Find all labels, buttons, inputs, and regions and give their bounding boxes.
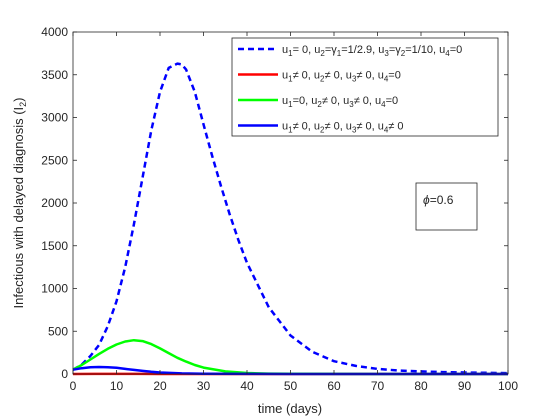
x-axis-ticks: 0 10 20 30 40 50 60 70 80 90 100: [70, 32, 518, 393]
x-tick-label: 100: [498, 379, 518, 393]
series-line-s1: [72, 62, 509, 375]
x-tick-label: 90: [458, 379, 472, 393]
phi-annotation-text: ϕ=0.6: [423, 193, 454, 207]
x-tick-label: 0: [70, 379, 77, 393]
x-tick-label: 70: [371, 379, 385, 393]
legend-entries: u1= 0, u2=γ1=1/2.9, u3=γ2=1/10, u4=0 u1≠ …: [238, 44, 462, 135]
x-tick-label: 20: [153, 379, 167, 393]
y-tick-label: 1000: [41, 282, 68, 296]
y-tick-label: 500: [48, 324, 68, 338]
y-tick-label: 4000: [41, 25, 68, 39]
y-axis-label-suffix: ): [11, 98, 26, 102]
x-tick-label: 80: [414, 379, 428, 393]
phi-symbol: ϕ: [423, 193, 430, 207]
y-tick-label: 2500: [41, 153, 68, 167]
phi-value: =0.6: [430, 193, 454, 207]
x-tick-label: 30: [197, 379, 211, 393]
y-axis-label-sub: 2: [18, 102, 28, 107]
legend-label-s3: u1=0, u2≠ 0, u3≠ 0, u4=0: [282, 95, 398, 109]
y-axis-ticks: 0 500 1000 1500 2000 2500 3000 3500 4000: [41, 25, 508, 381]
y-axis-label-main: Infectious with delayed diagnosis (I: [11, 107, 26, 309]
y-tick-label: 3000: [41, 111, 68, 125]
y-axis-label: Infectious with delayed diagnosis (I2): [11, 98, 28, 309]
legend-label-s2: u1≠ 0, u2≠ 0, u3≠ 0, u4=0: [282, 70, 401, 84]
phi-annotation: ϕ=0.6: [415, 182, 478, 231]
legend: u1= 0, u2=γ1=1/2.9, u3=γ2=1/10, u4=0 u1≠ …: [231, 37, 499, 137]
y-tick-label: 0: [61, 367, 68, 381]
legend-label-s4: u1≠ 0, u2≠ 0, u3≠ 0, u4≠ 0: [282, 121, 404, 135]
y-tick-label: 2000: [41, 196, 68, 210]
x-tick-label: 60: [327, 379, 341, 393]
phi-annotation-box: [415, 182, 478, 231]
legend-box: [231, 37, 499, 137]
y-tick-label: 3500: [41, 68, 68, 82]
legend-label-s1: u1= 0, u2=γ1=1/2.9, u3=γ2=1/10, u4=0: [282, 44, 462, 58]
x-tick-label: 50: [284, 379, 298, 393]
y-tick-label: 1500: [41, 239, 68, 253]
x-axis-label: time (days): [258, 401, 322, 416]
x-tick-label: 40: [240, 379, 254, 393]
x-tick-label: 10: [110, 379, 124, 393]
